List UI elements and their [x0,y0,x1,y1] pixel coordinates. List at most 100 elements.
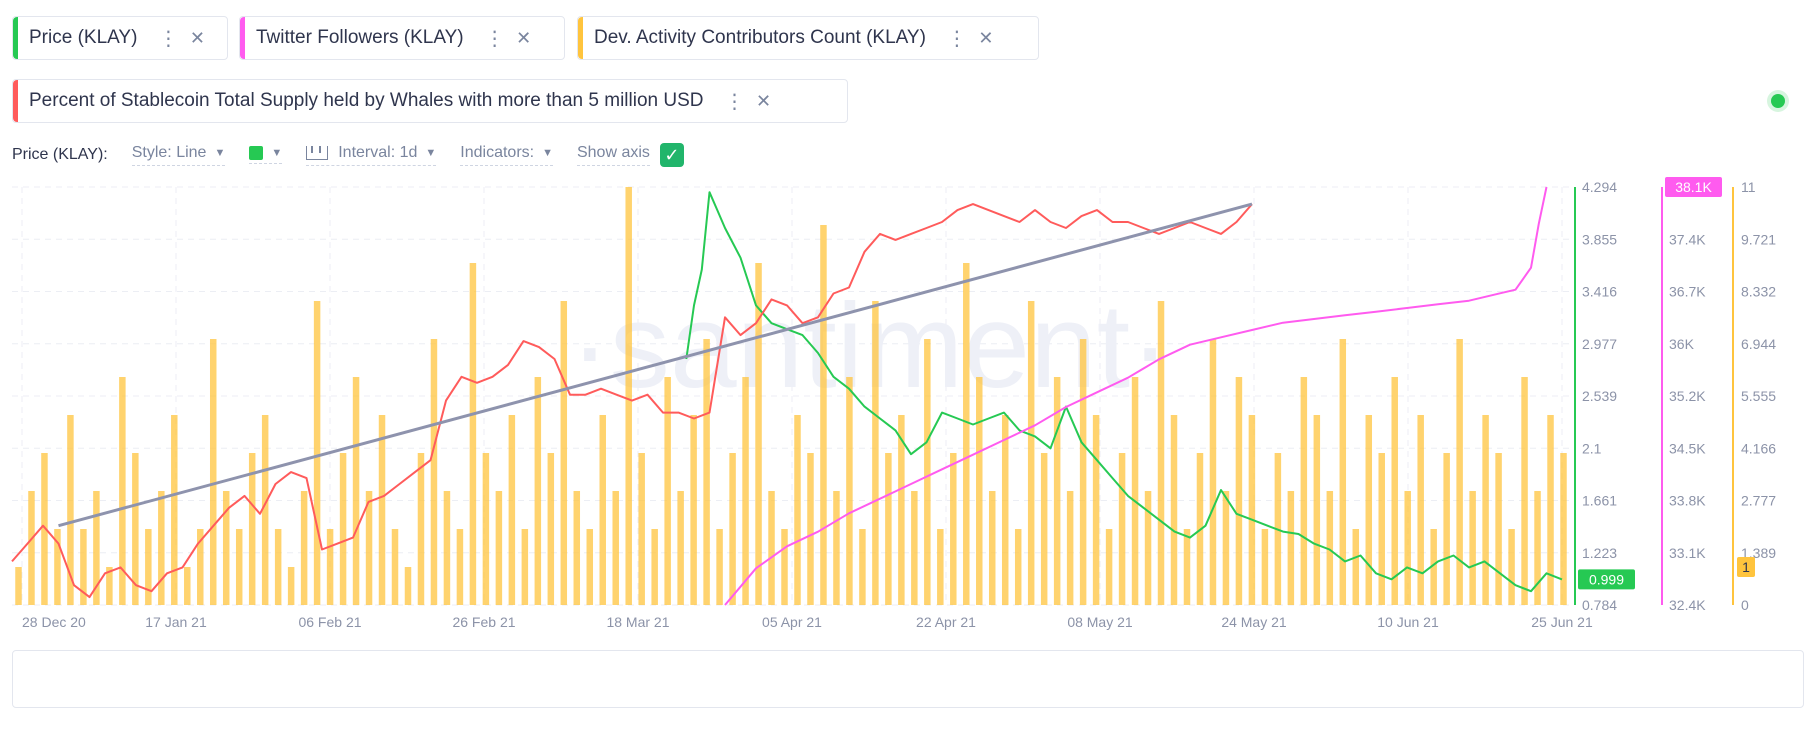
dev-activity-bar [859,529,866,605]
dev-activity-bar [1313,415,1321,605]
dev-activity-bar [1404,491,1411,605]
dev-activity-bar [1170,415,1178,605]
dev-activity-bar [664,377,671,605]
x-tick-label: 26 Feb 21 [452,614,515,630]
dev-activity-bar [222,491,230,605]
dev-activity-bar [28,491,35,605]
dev-activity-bar [1560,453,1567,605]
axis-tick-label: 0.784 [1582,597,1617,613]
style-dropdown[interactable]: Style: Line ▼ [131,144,226,166]
x-tick-label: 25 Jun 21 [1531,614,1593,630]
axis-tick-label: 4.166 [1741,440,1776,456]
dev-activity-bar [937,529,944,605]
dev-activity-bar [690,415,697,605]
dev-activity-bar [521,529,529,605]
metric-settings-bar: Price (KLAY): Style: Line ▼ ▼ Interval: … [12,142,684,168]
metric-chip-stablecoin-whales[interactable]: Percent of Stablecoin Total Supply held … [12,79,848,123]
dev-activity-bar [911,491,918,605]
metric-color-bar [13,17,18,59]
interval-dropdown[interactable]: Interval: 1d ▼ [306,144,437,166]
dev-activity-bar [729,453,736,605]
axis-tick-label: 0 [1741,597,1749,613]
dev-activity-bar [1001,415,1009,605]
show-axis-checkbox[interactable]: ✓ [659,143,684,167]
more-vertical-icon[interactable]: ⋮ [724,90,745,113]
axis-tick-label: 11 [1741,179,1756,195]
interval-dropdown-label: Interval: 1d [338,144,418,161]
dev-activity-bar [54,529,61,605]
indicators-dropdown-label: Indicators: [460,144,535,161]
dev-activity-bar [391,529,399,605]
color-picker[interactable]: ▼ [249,146,283,164]
dev-activity-bar [417,453,425,605]
metric-chip-twitter[interactable]: Twitter Followers (KLAY) ⋮ ✕ [239,16,565,60]
x-tick-label: 22 Apr 21 [916,614,976,630]
timeline-navigator[interactable] [12,650,1804,708]
close-icon[interactable]: ✕ [755,90,772,111]
dev-activity-bar [1144,491,1152,605]
price-chart[interactable]: ·santiment· 4.2943.8553.4162.9772.5392.1… [0,175,1816,645]
axis-tick-label: 36K [1669,336,1695,352]
more-vertical-icon[interactable]: ⋮ [484,27,505,50]
dev-activity-bar [184,567,191,605]
dev-activity-bar [1183,529,1191,605]
dev-activity-bar [988,491,996,605]
axis-tick-label: 8.332 [1741,284,1776,300]
dev-activity-bar [248,453,256,605]
dev-activity-bar [794,415,801,605]
dev-activity-bar [287,567,295,605]
style-dropdown-label: Style: Line [131,144,207,161]
dev-activity-bar [482,453,490,605]
dev-activity-bar [1352,529,1360,605]
dev-activity-bar [677,491,684,605]
axis-tick-label: 1.389 [1741,545,1776,561]
metric-chip-price[interactable]: Price (KLAY) ⋮ ✕ [12,16,228,60]
dev-activity-bar [1261,529,1269,605]
dev-activity-bar [1326,491,1334,605]
dev-activity-bar [963,263,970,605]
chevron-down-icon: ▼ [542,147,553,159]
dev-activity-bar [1534,491,1541,605]
metric-color-bar [578,17,583,59]
dev-activity-bar [1248,415,1256,605]
dev-activity-bar [1092,415,1100,605]
more-vertical-icon[interactable]: ⋮ [158,27,179,50]
dev-activity-bar [768,491,775,605]
chevron-down-icon: ▼ [271,147,283,159]
x-tick-label: 06 Feb 21 [298,614,361,630]
dev-activity-bar [15,567,22,605]
dev-activity-bar [1365,415,1373,605]
chart-grid [12,186,1570,606]
close-icon[interactable]: ✕ [189,27,205,48]
close-icon[interactable]: ✕ [516,27,532,48]
metric-chip-dev-activity[interactable]: Dev. Activity Contributors Count (KLAY) … [577,16,1039,60]
dev-activity-bar [339,453,347,605]
metric-label: Price (KLAY) [29,27,138,48]
axis-tick-label: 3.855 [1582,231,1617,247]
dev-activity-bar [898,415,905,605]
dev-activity-bar [534,377,542,605]
indicators-dropdown[interactable]: Indicators: ▼ [460,144,553,166]
x-axis: 28 Dec 20 17 Jan 21 06 Feb 21 26 Feb 21 18 M… [22,614,1593,630]
dev-activity-bar [573,491,581,605]
dev-activity-bar [1118,453,1126,605]
axis-current-value: 38.1K [1675,179,1712,195]
chart-axes: 4.294 3.855 3.416 2.977 2.539 2.1 1.661 1.223 0.… [1574,177,1776,613]
axis-current-value-badge [1737,557,1755,577]
dev-activity-bar [1287,491,1295,605]
dev-activity-bar [1209,339,1217,605]
dev-activity-bar [1157,301,1165,605]
dev-activity-bar [1300,377,1308,605]
dev-activity-bar [132,453,139,605]
dev-activity-bar [742,377,749,605]
dev-activity-bar [1235,377,1243,605]
dev-activity-bar [67,415,74,605]
close-icon[interactable]: ✕ [978,27,994,48]
show-axis-toggle[interactable]: Show axis [576,144,650,166]
x-tick-label: 08 May 21 [1067,614,1133,630]
axis-tick-label: 9.721 [1741,231,1776,247]
axis-tick-label: 34.5K [1669,440,1706,456]
more-vertical-icon[interactable]: ⋮ [946,27,967,50]
dev-activity-bar [443,491,451,605]
dev-activity-bar [80,529,87,605]
